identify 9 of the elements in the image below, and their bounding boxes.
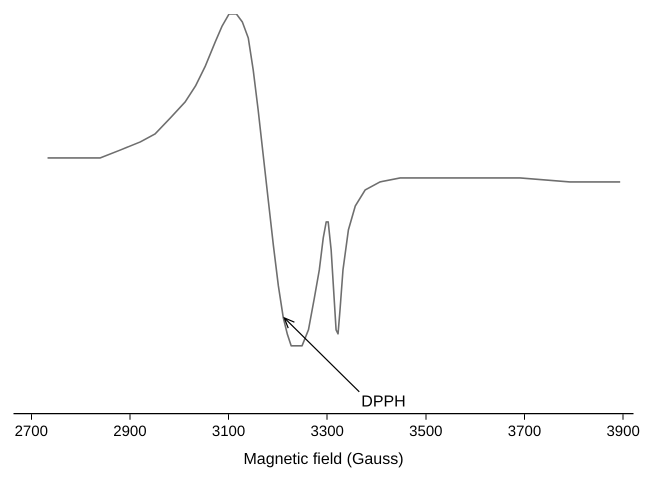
x-tick-label: 2700 (14, 422, 48, 440)
x-tick-label: 3900 (606, 422, 640, 440)
x-tick-label: 2900 (113, 422, 147, 440)
x-tick-label: 3700 (508, 422, 542, 440)
x-tick-label: 3300 (310, 422, 344, 440)
x-tick-label: 3100 (212, 422, 246, 440)
annotation: DPPH (361, 393, 406, 410)
x-tick-label: 3500 (409, 422, 443, 440)
x-axis-title: Magnetic field (Gauss) (243, 450, 404, 468)
